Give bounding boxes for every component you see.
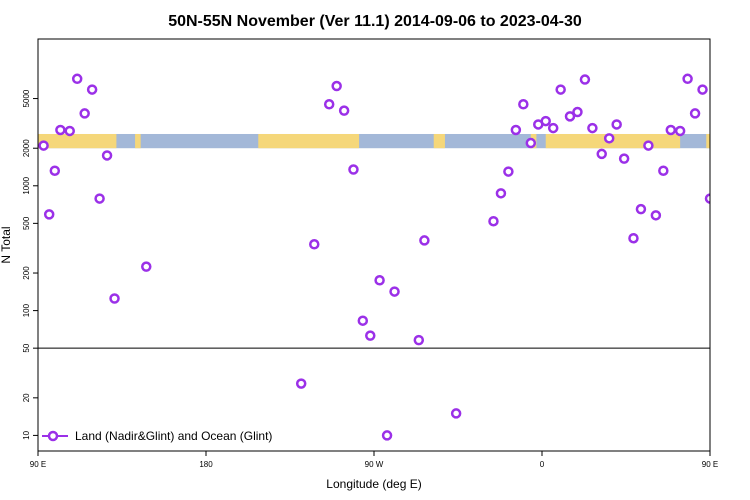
data-point: [141, 261, 152, 272]
data-point: [295, 378, 307, 389]
data-point: [596, 148, 607, 160]
data-point: [713, 151, 721, 159]
data-point: [323, 99, 335, 110]
data-point: [55, 124, 66, 136]
data-point: [94, 193, 105, 204]
data-point: [309, 239, 320, 250]
data-point: [628, 232, 639, 244]
data-point: [525, 137, 537, 149]
data-point: [79, 108, 90, 119]
y-tick-label: 1000: [22, 176, 31, 194]
legend-label: Land (Nadir&Glint) and Ocean (Glint): [75, 429, 272, 443]
y-tick-label: 500: [22, 216, 31, 230]
legend: Land (Nadir&Glint) and Ocean (Glint): [42, 429, 272, 443]
x-tick-label: 0: [540, 460, 545, 469]
y-tick-label: 5000: [22, 89, 31, 107]
y-tick-label: 10: [22, 430, 31, 439]
data-point: [38, 140, 49, 151]
land-ocean-band: [38, 133, 710, 149]
legend-marker: [47, 430, 59, 442]
data-point: [338, 105, 350, 116]
chart-title: 50N-55N November (Ver 11.1) 2014-09-06 t…: [168, 13, 582, 30]
data-point: [503, 166, 514, 177]
data-point: [564, 111, 576, 122]
data-point: [697, 84, 708, 95]
data-point: [618, 153, 630, 164]
data-point: [71, 73, 83, 85]
x-tick-label: 90 W: [365, 460, 384, 469]
data-point: [547, 122, 559, 134]
data-point: [109, 293, 120, 304]
data-point: [43, 209, 55, 220]
y-tick-label: 100: [22, 303, 31, 317]
data-point: [518, 99, 529, 110]
data-point: [635, 203, 647, 215]
data-point: [413, 334, 425, 346]
data-point: [365, 330, 376, 341]
data-point: [49, 165, 61, 176]
y-tick-label: 50: [22, 343, 31, 352]
data-point: [86, 84, 98, 95]
data-point: [587, 122, 598, 134]
data-point: [488, 215, 499, 227]
y-axis-ticks: 10 20 50 100 200 500 1000 2000 5000: [22, 89, 38, 440]
data-point: [64, 125, 75, 137]
x-tick-label: 90 E: [702, 460, 718, 469]
land-segment: [433, 133, 445, 149]
data-point: [579, 74, 591, 85]
data-point: [643, 140, 654, 151]
y-tick-label: 200: [22, 266, 31, 280]
data-point: [510, 124, 522, 136]
land-segment: [135, 133, 141, 149]
data-point: [357, 315, 369, 326]
data-point: [689, 108, 701, 119]
data-point: [658, 165, 669, 176]
data-point: [495, 188, 507, 199]
data-point: [665, 124, 677, 136]
data-point: [572, 106, 583, 118]
data-point: [704, 193, 710, 204]
data-point: [381, 430, 393, 441]
data-point: [674, 125, 686, 137]
data-point: [331, 80, 342, 92]
data-point: [348, 164, 359, 175]
x-tick-label: 180: [199, 460, 213, 469]
data-point: [540, 115, 551, 127]
x-tick-label: 90 E: [30, 460, 46, 469]
data-point: [603, 133, 615, 144]
data-point: [419, 235, 430, 246]
data-point: [374, 275, 385, 286]
land-segment: [38, 133, 117, 149]
land-segment: [706, 133, 710, 149]
data-point: [682, 73, 693, 85]
y-axis-label: N Total: [0, 226, 13, 263]
data-point: [611, 119, 622, 130]
ocean-band: [38, 133, 710, 149]
data-points: [38, 73, 729, 441]
y-tick-label: 2000: [22, 139, 31, 157]
y-tick-label: 20: [22, 393, 31, 402]
data-point: [389, 286, 400, 297]
data-point: [101, 150, 113, 161]
x-axis-ticks: 90 E 180 90 W 0 90 E: [30, 451, 718, 469]
land-segment: [258, 133, 360, 149]
data-point: [650, 210, 662, 221]
x-axis-label: Longitude (deg E): [326, 477, 421, 491]
data-point: [555, 84, 566, 95]
plot-frame: [37, 38, 711, 452]
data-point: [721, 295, 729, 303]
data-point: [450, 408, 462, 419]
